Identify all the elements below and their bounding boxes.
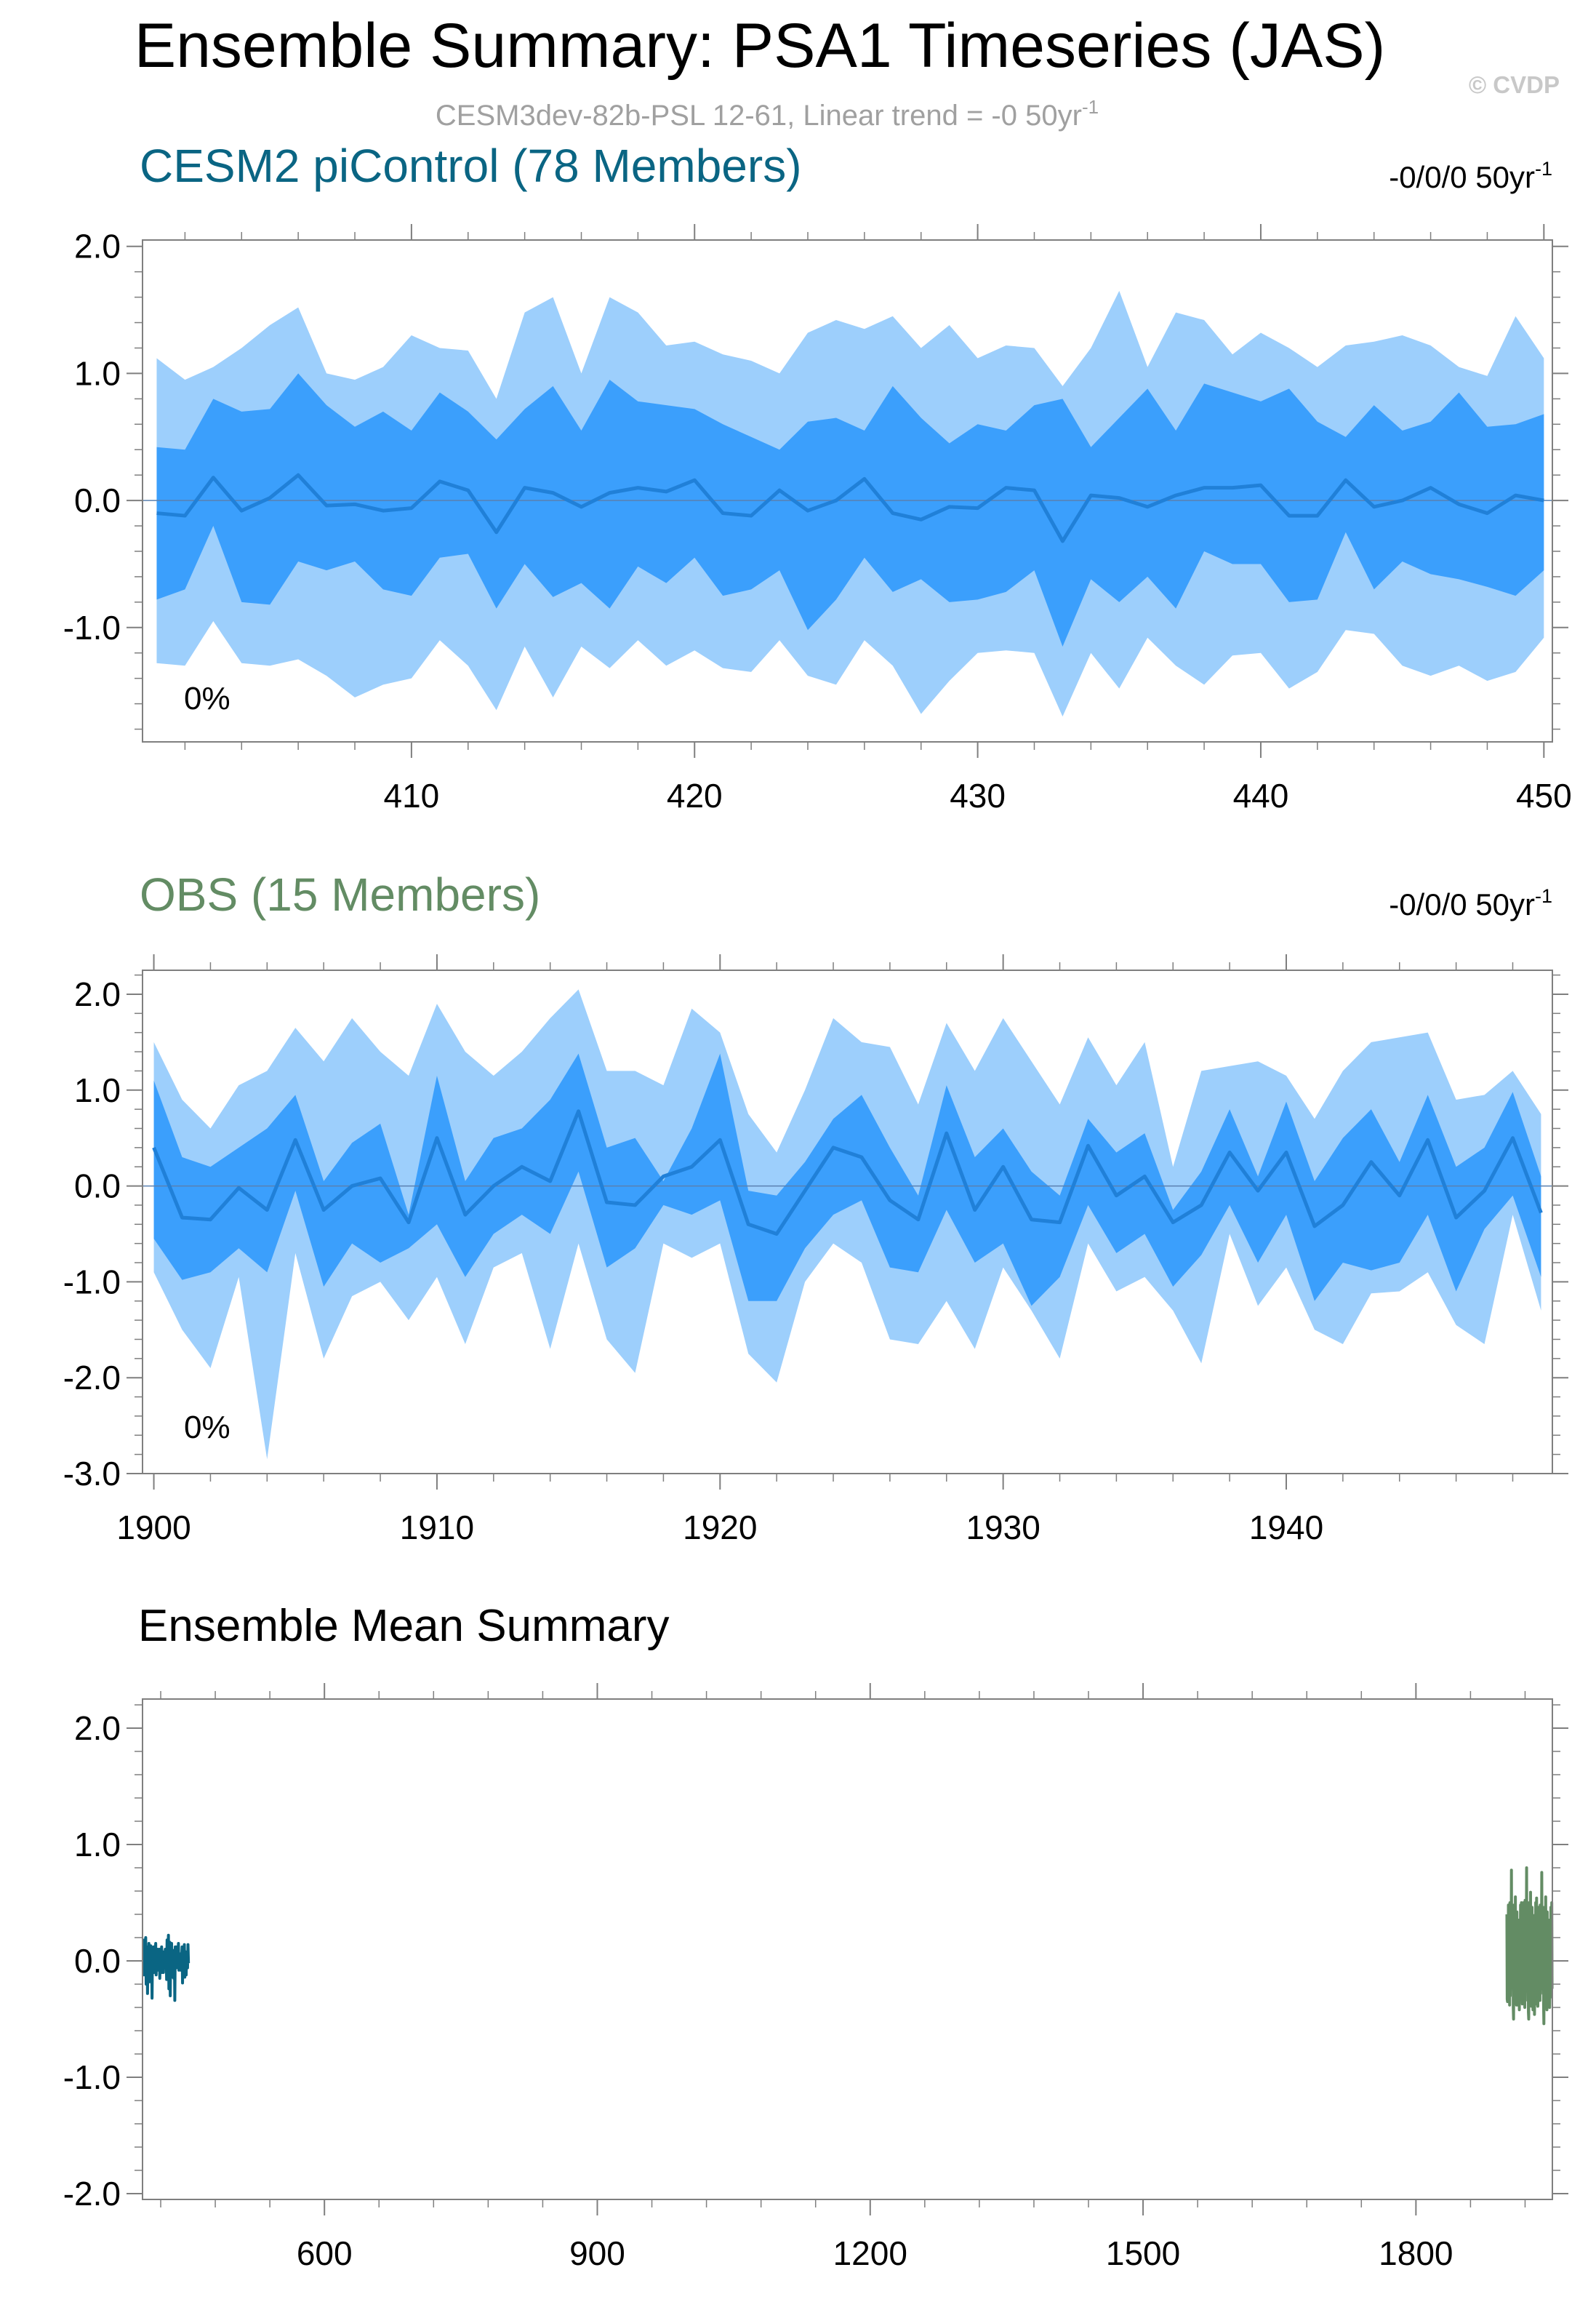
y-tick-label: 2.0 xyxy=(74,975,121,1013)
panel1-inset-label: 0% xyxy=(184,681,230,716)
panel2-title: OBS (15 Members) xyxy=(140,868,540,921)
x-tick-label: 1940 xyxy=(1249,1508,1323,1546)
y-tick-label: 1.0 xyxy=(74,1071,121,1109)
panel1-plot: 2.0 1.0 0.0 -1.0 410 420 430 440 450 xyxy=(63,224,1572,815)
plot-frame xyxy=(142,239,1553,743)
outer-percentile-band xyxy=(153,989,1541,1460)
x-tick-label: 600 xyxy=(297,2234,353,2272)
y-tick-label: -1.0 xyxy=(63,1263,121,1300)
y-tick-label: 2.0 xyxy=(74,228,121,265)
inner-percentile-band xyxy=(153,1053,1541,1306)
panel2-trend: -0/0/0 50yr-1 xyxy=(1389,885,1552,922)
panel1-title: CESM2 piControl (78 Members) xyxy=(140,140,802,192)
ensemble-mean-line xyxy=(152,1109,1543,1236)
ensemble-mean-line xyxy=(156,473,1544,543)
x-tick-label: 440 xyxy=(1233,777,1289,815)
y-tick-label: 0.0 xyxy=(74,1167,121,1205)
x-tick-label: 450 xyxy=(1516,777,1572,815)
y-tick-label: 0.0 xyxy=(74,481,121,519)
subtitle-text: CESM3dev-82b-PSL 12-61, Linear trend = -… xyxy=(436,100,1082,132)
inner-percentile-band xyxy=(156,373,1544,647)
panel1-trend: -0/0/0 50yr-1 xyxy=(1389,158,1552,194)
cvdp-watermark: © CVDP xyxy=(1469,71,1560,98)
x-tick-label: 1500 xyxy=(1106,2234,1180,2272)
y-tick-label: -1.0 xyxy=(63,609,121,647)
panel1-trend-text: -0/0/0 50yr xyxy=(1389,160,1535,194)
plot-frame xyxy=(142,1698,1553,2200)
figure-title: Ensemble Summary: PSA1 Timeseries (JAS) xyxy=(135,11,1386,81)
ensemble-mean-series-cesm xyxy=(142,1933,191,2002)
x-tick-label: 410 xyxy=(384,777,440,815)
panel1-trend-superscript: -1 xyxy=(1535,158,1552,180)
y-tick-label: 1.0 xyxy=(74,354,121,392)
y-tick-label: -2.0 xyxy=(63,2175,121,2213)
panel3-title: Ensemble Mean Summary xyxy=(138,1601,670,1651)
x-tick-label: 1920 xyxy=(683,1508,757,1546)
x-tick-label: 1900 xyxy=(116,1508,191,1546)
x-tick-label: 1930 xyxy=(966,1508,1040,1546)
figure-subtitle: CESM3dev-82b-PSL 12-61, Linear trend = -… xyxy=(436,96,1099,132)
panel3-plot: 2.0 1.0 0.0 -1.0 -2.0 600 900 1200 1500 1800 xyxy=(63,1683,1568,2272)
y-tick-label: 1.0 xyxy=(74,1826,121,1863)
panel2-trend-superscript: -1 xyxy=(1535,885,1552,907)
plot-frame xyxy=(142,970,1553,1474)
x-tick-label: 1910 xyxy=(400,1508,474,1546)
y-tick-label: -1.0 xyxy=(63,2058,121,2096)
panel2-trend-text: -0/0/0 50yr xyxy=(1389,887,1535,922)
panel2-plot: 2.0 1.0 0.0 -1.0 -2.0 -3.0 1900 1910 1920 1930 194… xyxy=(63,954,1568,1546)
x-tick-label: 420 xyxy=(667,777,723,815)
y-tick-label: -2.0 xyxy=(63,1359,121,1396)
x-tick-label: 430 xyxy=(950,777,1006,815)
x-tick-label: 1200 xyxy=(833,2234,907,2272)
y-tick-label: 0.0 xyxy=(74,1942,121,1980)
y-tick-label: 2.0 xyxy=(74,1709,121,1747)
ensemble-mean-series-obs xyxy=(1505,1866,1554,2026)
x-tick-label: 900 xyxy=(569,2234,625,2272)
subtitle-superscript: -1 xyxy=(1082,96,1099,118)
x-tick-label: 1800 xyxy=(1379,2234,1453,2272)
panel2-inset-label: 0% xyxy=(184,1410,230,1445)
y-tick-label: -3.0 xyxy=(63,1455,121,1492)
